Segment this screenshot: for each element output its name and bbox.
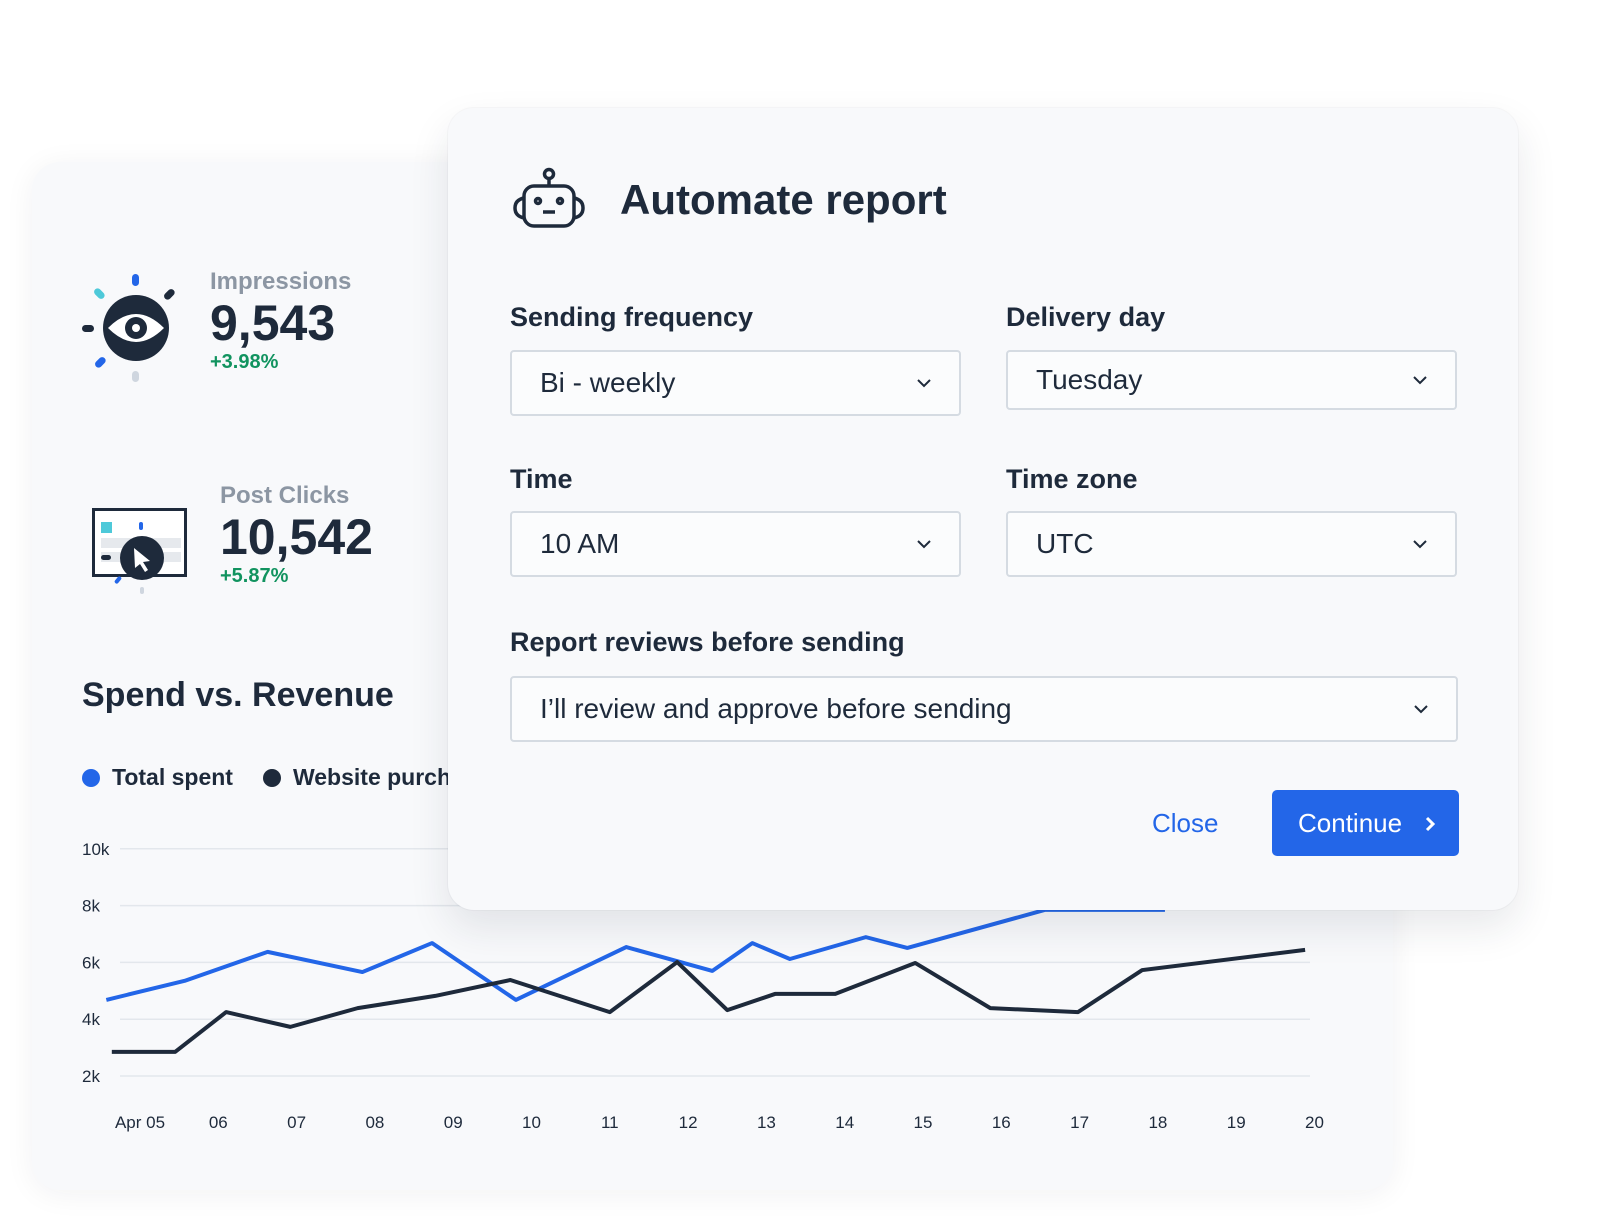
robot-icon	[513, 167, 585, 228]
frequency-label: Sending frequency	[510, 302, 754, 332]
metric-value: 9,543	[210, 295, 336, 351]
x-tick-label: 07	[287, 1113, 306, 1132]
close-button[interactable]: Close	[1152, 808, 1219, 838]
x-tick-label: 08	[365, 1113, 384, 1132]
legend-label: Total spent	[112, 764, 233, 790]
cursor-click-icon	[92, 508, 187, 594]
review-value: I’ll review and approve before sending	[540, 693, 1012, 724]
legend-item-total-spent[interactable]: Total spent	[82, 764, 233, 791]
delivery-day-select[interactable]: Tuesday	[1006, 350, 1457, 410]
legend-dot	[262, 769, 281, 787]
x-tick-label: 14	[835, 1113, 854, 1132]
metric-impressions: Impressions 9,543 +3.98%	[210, 268, 351, 374]
frequency-select[interactable]: Bi - weekly	[510, 350, 961, 416]
x-tick-label: 15	[914, 1113, 933, 1132]
review-label: Report reviews before sending	[510, 627, 905, 657]
x-tick-label: 13	[757, 1113, 776, 1132]
y-tick-label: 2k	[82, 1067, 100, 1086]
metric-delta: +5.87%	[220, 565, 289, 587]
x-tick-label: 10	[522, 1113, 541, 1132]
x-tick-label: 06	[209, 1113, 228, 1132]
delivery-day-value: Tuesday	[1036, 364, 1143, 395]
x-tick-label: 18	[1148, 1113, 1167, 1132]
review-select[interactable]: I’ll review and approve before sending	[510, 676, 1458, 742]
chevron-right-icon	[1425, 816, 1436, 832]
chevron-down-icon	[917, 540, 931, 549]
chart-title: Spend vs. Revenue	[82, 676, 394, 714]
automate-report-dialog: Automate report Sending frequency Bi - w…	[448, 108, 1518, 910]
y-tick-label: 10k	[82, 840, 110, 859]
time-select[interactable]: 10 AM	[510, 511, 961, 577]
x-tick-label: 09	[444, 1113, 463, 1132]
chevron-down-icon	[917, 379, 931, 388]
x-tick-label: Apr 05	[115, 1113, 165, 1132]
x-tick-label: 12	[679, 1113, 698, 1132]
metric-post-clicks: Post Clicks 10,542 +5.87%	[220, 482, 373, 588]
x-tick-label: 16	[992, 1113, 1011, 1132]
chevron-down-icon	[1413, 376, 1427, 385]
x-tick-label: 11	[601, 1113, 619, 1132]
chevron-down-icon	[1414, 705, 1428, 714]
post-clicks-icon-wrap	[92, 508, 188, 605]
y-tick-label: 6k	[82, 953, 100, 972]
continue-label: Continue	[1298, 807, 1403, 838]
frequency-value: Bi - weekly	[540, 367, 676, 398]
time-value: 10 AM	[540, 528, 620, 559]
dialog-title: Automate report	[620, 176, 947, 223]
legend-label: Website purch	[292, 764, 452, 790]
series-line-total-spent	[105, 907, 1165, 1002]
chevron-down-icon	[1413, 540, 1427, 549]
x-tick-label: 17	[1070, 1113, 1089, 1132]
impressions-icon-wrap	[80, 270, 190, 395]
delivery-day-label: Delivery day	[1006, 302, 1166, 332]
timezone-label: Time zone	[1006, 464, 1138, 494]
metric-label: Impressions	[210, 268, 352, 295]
y-tick-label: 4k	[82, 1010, 100, 1029]
chart-legend: Total spent Website purch	[82, 764, 451, 791]
timezone-select[interactable]: UTC	[1006, 511, 1457, 577]
eye-icon	[82, 274, 175, 382]
time-label: Time	[510, 464, 573, 494]
series-line-website-purch	[111, 947, 1306, 1054]
x-tick-label: 19	[1227, 1113, 1246, 1132]
legend-dot	[82, 769, 100, 787]
x-tick-label: 20	[1305, 1113, 1324, 1132]
metric-value: 10,542	[220, 509, 373, 565]
y-tick-label: 8k	[82, 897, 100, 916]
continue-button[interactable]: Continue	[1272, 790, 1459, 856]
timezone-value: UTC	[1036, 528, 1094, 559]
legend-item-website-purch[interactable]: Website purch	[262, 764, 452, 791]
metric-label: Post Clicks	[220, 482, 350, 509]
metric-delta: +3.98%	[210, 351, 279, 373]
